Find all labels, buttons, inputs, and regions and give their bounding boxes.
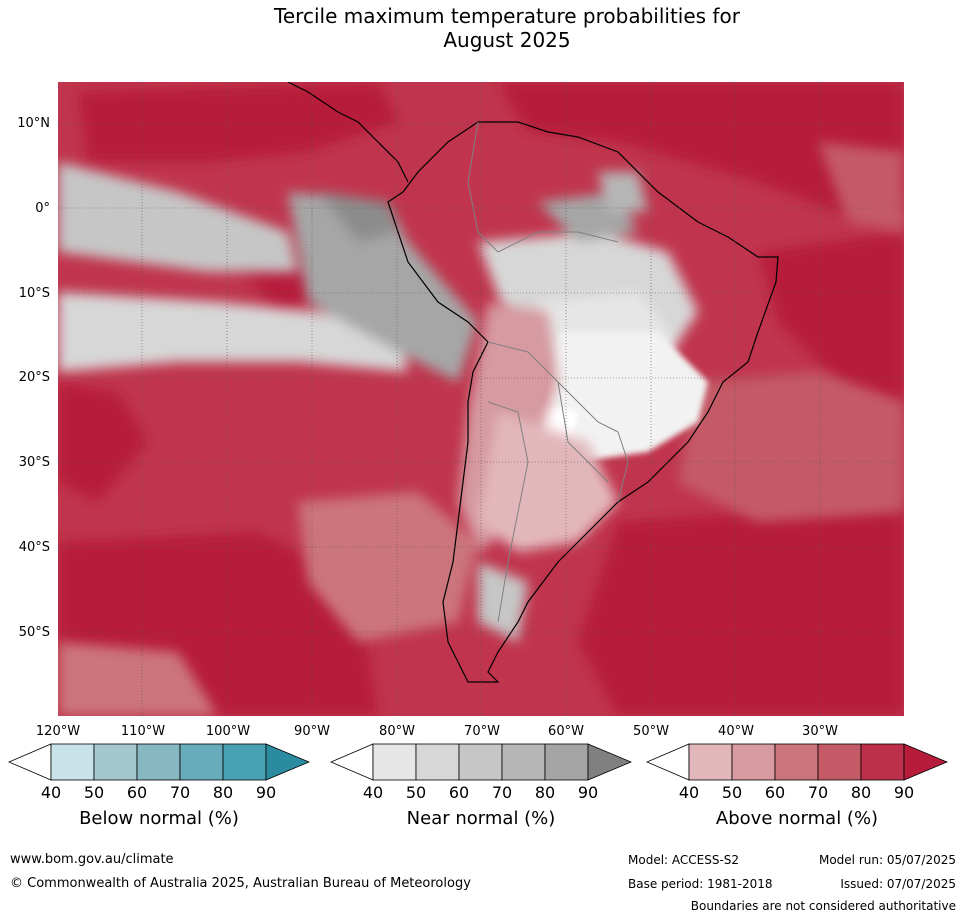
title-line-1: Tercile maximum temperature probabilitie… [274, 4, 740, 28]
above-normal-low-areas [58, 142, 904, 716]
colorbar-low-arrow [330, 743, 374, 781]
lat-label-50s: 50°S [18, 625, 50, 640]
colorbar-segment [222, 743, 267, 781]
lat-label-10n: 10°N [17, 116, 50, 131]
lon-label-120w: 120°W [35, 724, 81, 739]
footer-url: www.bom.gov.au/climate [10, 852, 174, 867]
lon-label-60w: 60°W [548, 724, 584, 739]
colorbar-title-below: Below normal (%) [79, 808, 239, 829]
colorbar-segment [817, 743, 862, 781]
colorbar-segment [136, 743, 181, 781]
colorbar-tick-label: 40 [678, 783, 700, 802]
graticule [58, 82, 904, 716]
above-normal-south-america [458, 302, 618, 642]
lon-label-90w: 90°W [294, 724, 330, 739]
colorbar-segment [860, 743, 905, 781]
colorbar-segment [372, 743, 417, 781]
colorbar-title-above: Above normal (%) [715, 808, 879, 829]
colorbar-tick-label: 90 [255, 783, 277, 802]
colorbar-high-arrow [903, 743, 948, 781]
colorbar-tick-label: 50 [405, 783, 427, 802]
lon-label-70w: 70°W [464, 724, 500, 739]
colorbar-tick-label: 60 [448, 783, 470, 802]
colorbar-tick-label: 60 [764, 783, 786, 802]
colorbar-high-arrow [587, 743, 632, 781]
colorbar-tick-label: 80 [212, 783, 234, 802]
colorbar-tick-label: 50 [721, 783, 743, 802]
country-borders [467, 121, 629, 623]
lat-label-30s: 30°S [18, 455, 50, 470]
colorbar-tick-label: 40 [362, 783, 384, 802]
lat-label-10s: 10°S [18, 286, 50, 301]
colorbar-segment [415, 743, 460, 781]
colorbar-segment [731, 743, 776, 781]
colorbar-segment [544, 743, 589, 781]
lon-label-100w: 100°W [205, 724, 251, 739]
colorbar-title-near: Near normal (%) [406, 808, 556, 829]
lon-label-30w: 30°W [802, 724, 838, 739]
colorbar-segment [93, 743, 138, 781]
colorbar-segment [179, 743, 224, 781]
near-normal-pacific-band [58, 162, 478, 382]
lon-label-110w: 110°W [120, 724, 166, 739]
colorbar-tick-label: 60 [126, 783, 148, 802]
footer-model-run: Model run: 05/07/2025 [818, 853, 956, 867]
colorbar-low-arrow [8, 743, 52, 781]
colorbar-tick-label: 50 [83, 783, 105, 802]
central-america-coastline [287, 82, 409, 183]
colorbar-tick-label: 40 [40, 783, 62, 802]
footer-base-period: Base period: 1981-2018 [628, 877, 773, 891]
lat-label-20s: 20°S [18, 370, 50, 385]
lon-label-40w: 40°W [718, 724, 754, 739]
colorbar-near-normal [330, 743, 632, 781]
probability-map [58, 82, 904, 716]
lat-label-0: 0° [35, 201, 50, 216]
colorbar-above-normal [646, 743, 948, 781]
colorbar-tick-label: 80 [534, 783, 556, 802]
colorbar-segment [774, 743, 819, 781]
map-canvas [58, 82, 904, 716]
colorbar-high-arrow [265, 743, 310, 781]
lon-label-80w: 80°W [379, 724, 415, 739]
colorbar-tick-label: 90 [577, 783, 599, 802]
colorbar-below-normal [8, 743, 310, 781]
colorbar-segment [501, 743, 546, 781]
title-line-2: August 2025 [443, 28, 571, 52]
lat-label-40s: 40°S [18, 540, 50, 555]
south-america-coastline [387, 121, 779, 683]
colorbar-tick-label: 90 [893, 783, 915, 802]
footer-issued: Issued: 07/07/2025 [840, 877, 956, 891]
colorbar-tick-label: 70 [807, 783, 829, 802]
lon-label-50w: 50°W [633, 724, 669, 739]
colorbar-tick-label: 70 [169, 783, 191, 802]
footer-copyright: © Commonwealth of Australia 2025, Austra… [10, 876, 471, 891]
chart-title: Tercile maximum temperature probabilitie… [0, 4, 965, 52]
colorbar-low-arrow [646, 743, 690, 781]
colorbar-segment [688, 743, 733, 781]
footer-model: Model: ACCESS-S2 [628, 853, 740, 867]
colorbar-segment [458, 743, 503, 781]
colorbar-segment [50, 743, 95, 781]
colorbar-tick-label: 70 [491, 783, 513, 802]
colorbar-tick-label: 80 [850, 783, 872, 802]
footer-disclaimer: Boundaries are not considered authoritat… [690, 899, 956, 913]
